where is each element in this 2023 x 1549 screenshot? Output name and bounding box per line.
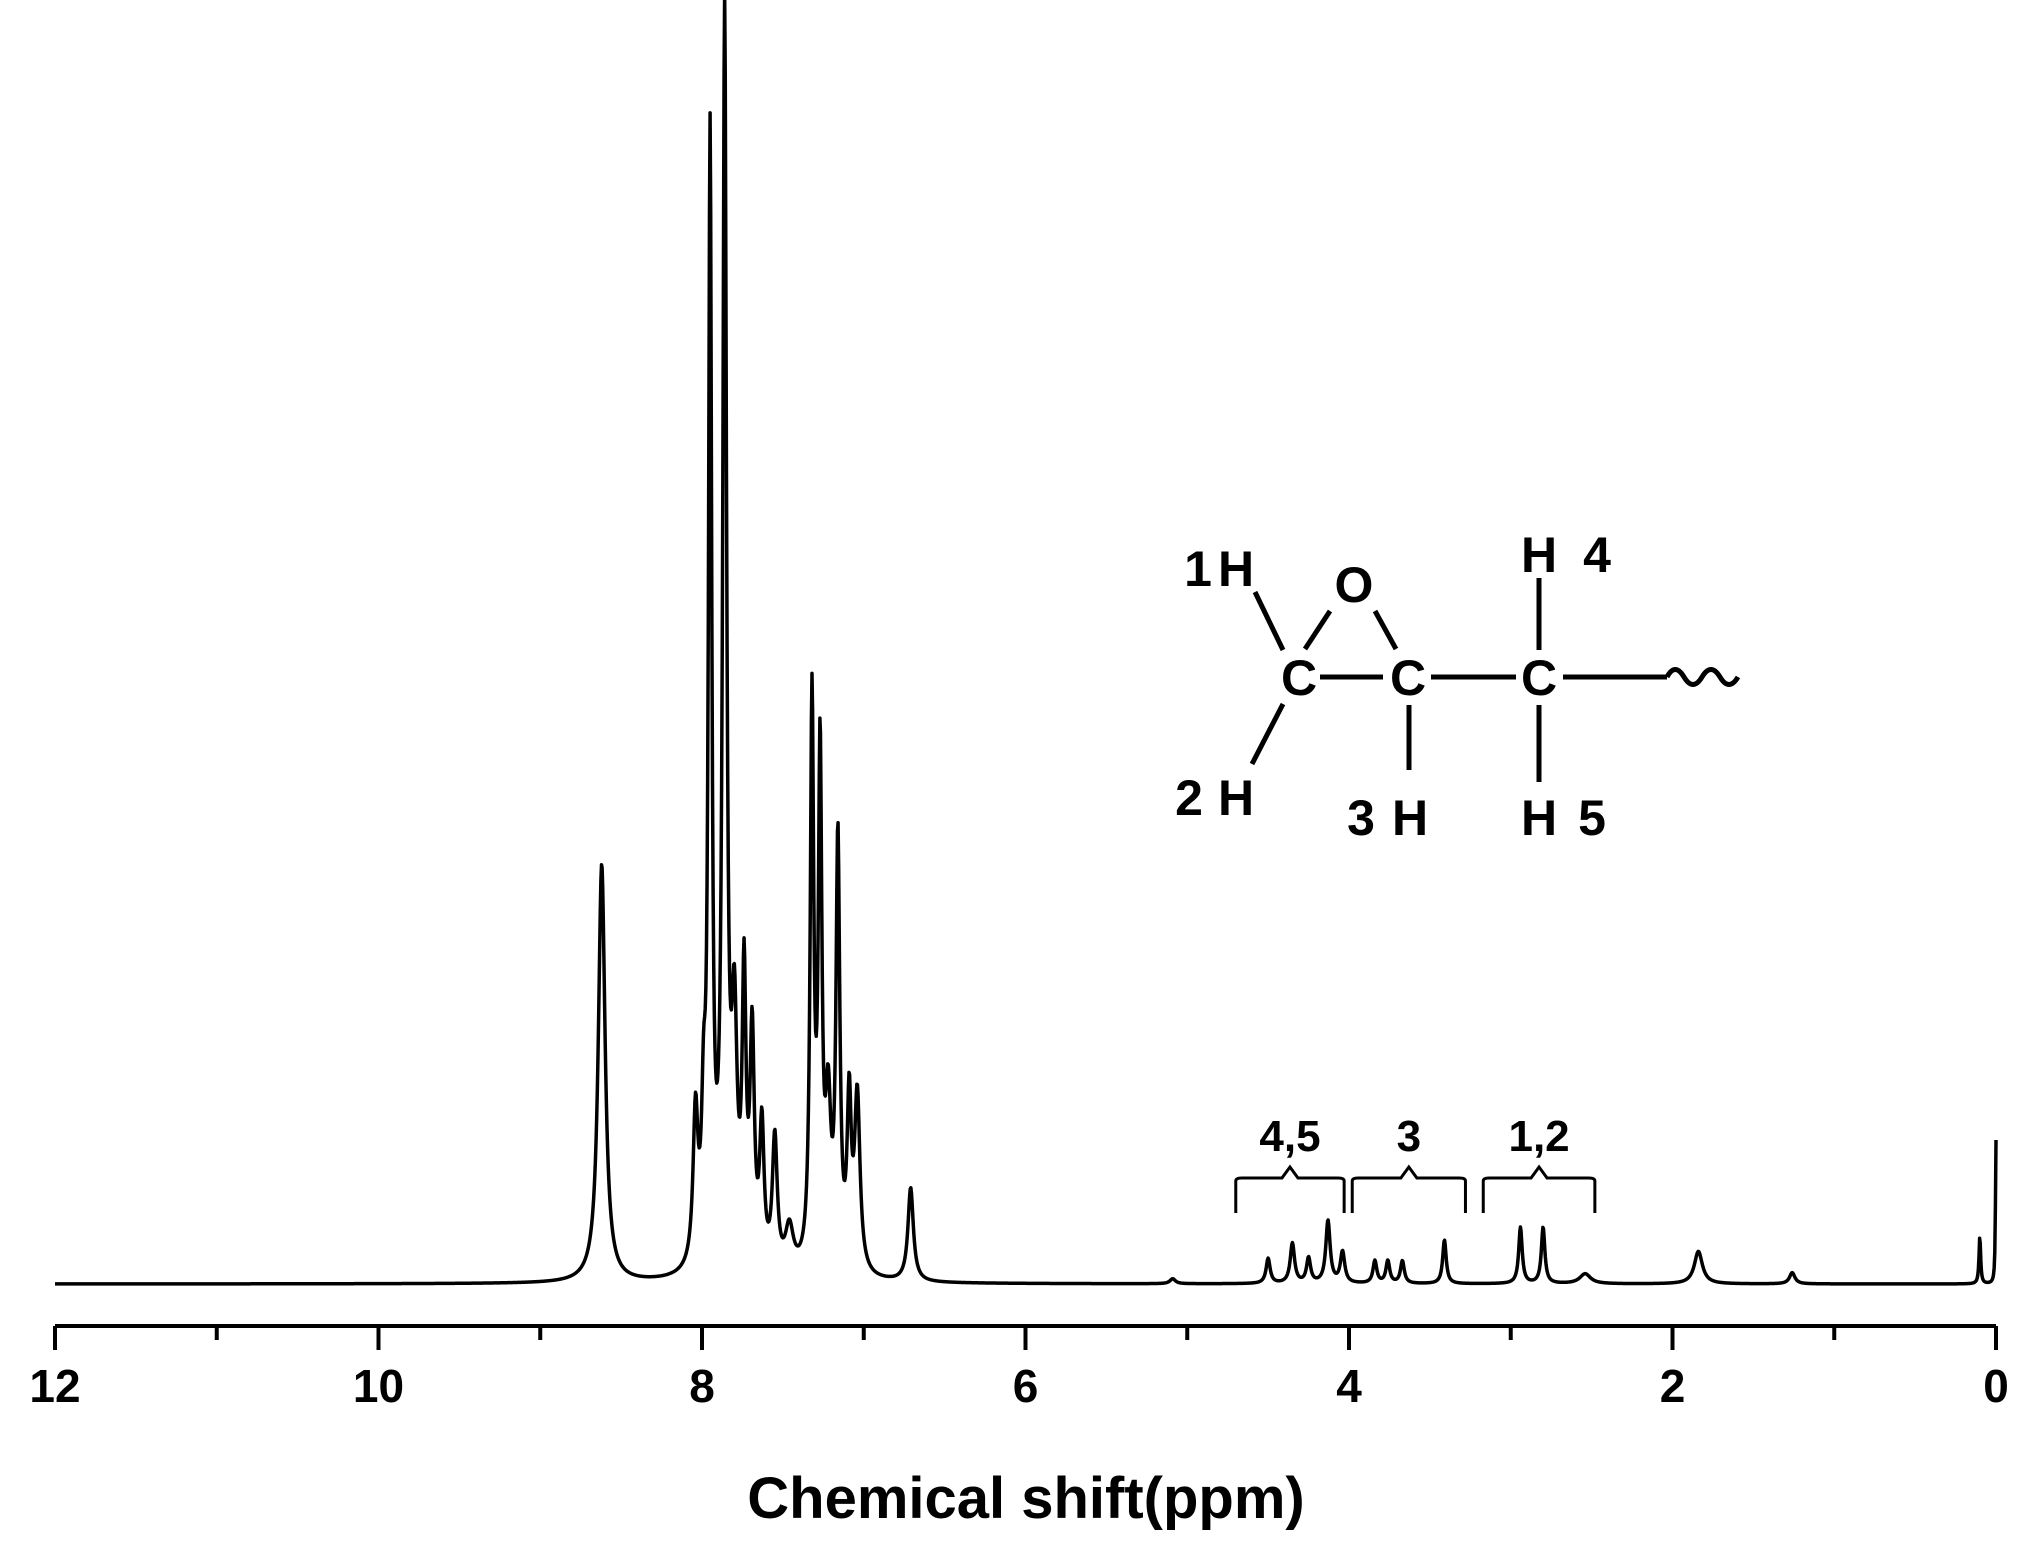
- assignment-label: 3: [1397, 1112, 1421, 1161]
- assignment-label: 1,2: [1508, 1112, 1569, 1161]
- x-tick-label: 4: [1336, 1360, 1362, 1412]
- x-tick-label: 6: [1013, 1360, 1039, 1412]
- x-tick-label: 2: [1660, 1360, 1686, 1412]
- bond-o-c2: [1372, 609, 1399, 651]
- x-axis-title: Chemical shift(ppm): [747, 1466, 1305, 1531]
- molecule-bonds: [1249, 578, 1741, 782]
- label-num-5: 5: [1578, 790, 1606, 846]
- x-axis: 12 10 8 6 4 2 0: [29, 1324, 2009, 1412]
- atom-c1: C: [1281, 650, 1317, 706]
- assignment-bracket: [1350, 1164, 1467, 1213]
- assignment-bracket: [1234, 1164, 1346, 1213]
- label-h5: H: [1521, 790, 1557, 846]
- atom-o: O: [1335, 557, 1374, 613]
- peak-assignments: 4,5 3 1,2: [1234, 1112, 1597, 1213]
- bond-c1-h1: [1252, 590, 1286, 652]
- bond-c1-h2: [1249, 702, 1286, 766]
- atom-c2: C: [1390, 650, 1426, 706]
- epoxide-structure-diagram: O C C C 1 H 2 H 3 H H 4 H 5: [1175, 527, 1741, 846]
- label-num-4: 4: [1583, 527, 1611, 583]
- x-tick-label: 12: [29, 1360, 80, 1412]
- label-num-3: 3: [1347, 790, 1375, 846]
- assignment-label: 4,5: [1259, 1112, 1320, 1161]
- label-num-1: 1: [1184, 541, 1212, 597]
- x-tick-label: 8: [689, 1360, 715, 1412]
- label-h4: H: [1521, 527, 1557, 583]
- assignment-bracket: [1481, 1164, 1597, 1213]
- label-num-2: 2: [1175, 770, 1203, 826]
- bond-c1-o: [1302, 609, 1333, 651]
- label-h3: H: [1392, 790, 1428, 846]
- wavy-bond-icon: [1664, 667, 1741, 687]
- x-tick-label: 0: [1983, 1360, 2009, 1412]
- atom-c3: C: [1521, 650, 1557, 706]
- plot-area: [53, 0, 1998, 1286]
- spectrum-line: [53, 0, 1998, 1286]
- label-h1: H: [1218, 541, 1254, 597]
- x-tick-label: 10: [353, 1360, 404, 1412]
- label-h2: H: [1218, 770, 1254, 826]
